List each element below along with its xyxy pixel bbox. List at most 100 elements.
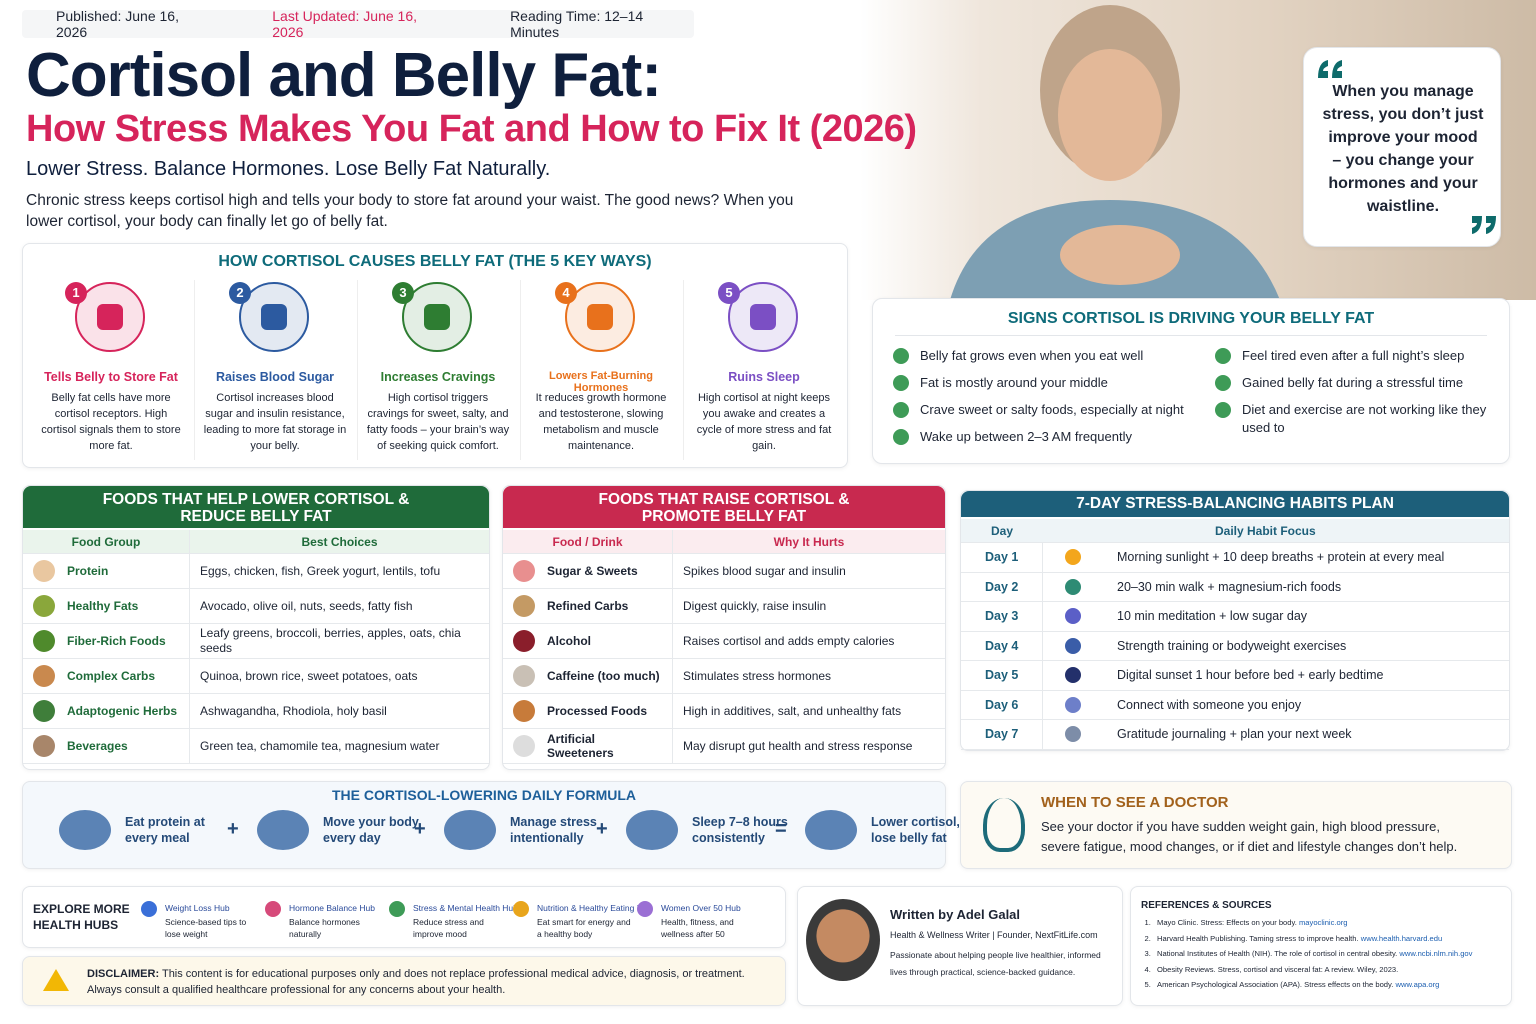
hub-link[interactable]: Weight Loss Hub Science-based tips to los…: [141, 901, 263, 943]
cell-value: Day 4: [985, 638, 1019, 653]
hub-link[interactable]: Stress & Mental Health Hub Reduce stress …: [389, 901, 518, 943]
hub-link[interactable]: Nutrition & Healthy Eating Hub Eat smart …: [513, 901, 652, 943]
cell-name: Processed Foods: [503, 694, 673, 729]
reference-text: Harvard Health Publishing. Taming stress…: [1157, 933, 1359, 943]
cell-text: Leafy greens, broccoli, berries, apples,…: [190, 624, 489, 659]
cell-text: High in additives, salt, and unhealthy f…: [673, 694, 945, 729]
reference-text: National Institutes of Health (NIH). The…: [1157, 949, 1398, 958]
cell-text: May disrupt gut health and stress respon…: [673, 729, 945, 764]
check-icon: [893, 348, 909, 364]
hub-name: Women Over 50 Hub: [661, 903, 741, 913]
signs-panel: SIGNS CORTISOL IS DRIVING YOUR BELLY FAT…: [872, 298, 1510, 464]
formula-panel: THE CORTISOL-LOWERING DAILY FORMULA Eat p…: [22, 781, 960, 869]
row-icon: [513, 735, 535, 757]
hubs-panel: EXPLORE MORE HEALTH HUBS Weight Loss Hub S…: [22, 886, 786, 948]
formula-icon: [444, 810, 496, 850]
cell-text: Green tea, chamomile tea, magnesium wate…: [190, 729, 489, 764]
table-title: 7-DAY STRESS-BALANCING HABITS PLAN: [961, 491, 1509, 517]
signs-list: Belly fat grows even when you eat well Fa…: [893, 343, 1493, 451]
way-number: 4: [555, 282, 577, 304]
meta-item: Published: June 16, 2026: [56, 8, 179, 40]
check-icon: [893, 402, 909, 418]
cell-text: Spikes blood sugar and insulin: [673, 554, 945, 589]
disclaimer-panel: DISCLAIMER: This content is for educatio…: [22, 956, 786, 1006]
way-title: Lowers Fat-Burning Hormones: [549, 370, 653, 394]
habit-cell: Morning sunlight + 10 deep breaths + pro…: [1043, 543, 1509, 573]
sign-item: Feel tired even after a full night’s sle…: [1215, 343, 1493, 370]
way-icon-core: [424, 304, 450, 330]
cell-text: Stimulates stress hormones: [673, 659, 945, 694]
reference-url[interactable]: mayoclinic.org: [1298, 918, 1348, 927]
cell-value: Spikes blood sugar and insulin: [683, 563, 846, 578]
habit-icon: [1065, 667, 1081, 684]
row-icon: [33, 735, 55, 757]
reference-url[interactable]: www.apa.org: [1395, 980, 1440, 989]
reference-url[interactable]: www.ncbi.nlm.nih.gov: [1399, 949, 1473, 958]
cell-value: Fiber-Rich Foods: [67, 634, 166, 648]
meta-item: Last Updated: June 16, 2026: [272, 8, 418, 40]
meta-bar: Published: June 16, 2026 Last Updated: Ju…: [22, 8, 694, 40]
row-icon: [33, 630, 55, 652]
cell-value: Stimulates stress hormones: [683, 668, 832, 683]
check-icon: [893, 429, 909, 445]
cell-text: Quinoa, brown rice, sweet potatoes, oats: [190, 659, 489, 694]
day-cell: Day 5: [961, 661, 1043, 691]
cell-name: Refined Carbs: [503, 589, 673, 624]
reference-url[interactable]: www.health.harvard.edu: [1360, 933, 1443, 943]
day-cell: Day 2: [961, 572, 1043, 602]
way-icon-core: [261, 304, 287, 330]
sign-text: Belly fat grows even when you eat well: [920, 348, 1144, 363]
way-text: High cortisol triggers cravings for swee…: [366, 392, 510, 452]
cell-text: Digest quickly, raise insulin: [673, 589, 945, 624]
cell-text: Raises cortisol and adds empty calories: [673, 624, 945, 659]
cell-value: May disrupt gut health and stress respon…: [683, 738, 913, 753]
hub-icon: [513, 901, 529, 917]
formula-operator: =: [775, 818, 787, 840]
hub-text: Balance hormones naturally: [289, 917, 360, 939]
check-icon: [1215, 375, 1231, 391]
section-title: THE CORTISOL-LOWERING DAILY FORMULA: [331, 787, 637, 803]
author-photo: [806, 899, 880, 981]
row-icon: [513, 595, 535, 617]
way-icon-core: [750, 304, 776, 330]
cell-value: Beverages: [67, 739, 128, 753]
way-item: 1 Tells Belly to Store Fat Belly fat cells…: [31, 280, 191, 460]
cell-name: Beverages: [23, 729, 190, 764]
cell-name: Healthy Fats: [23, 589, 190, 624]
cell-value: Day 2: [985, 579, 1019, 594]
reference-text: Obesity Reviews. Stress, cortisol and vi…: [1157, 964, 1399, 974]
cell-name: Fiber-Rich Foods: [23, 624, 190, 659]
plan-panel: 7-DAY STRESS-BALANCING HABITS PLAN Day Dai…: [960, 490, 1510, 751]
sign-text: Gained belly fat during a stressful time: [1242, 375, 1464, 390]
row-icon: [33, 560, 55, 582]
cell-value: Processed Foods: [547, 704, 648, 718]
hub-link[interactable]: Women Over 50 Hub Health, fitness, and we…: [637, 901, 759, 943]
column-header: Food Group: [23, 530, 190, 554]
cell-value: Alcohol: [547, 634, 591, 648]
way-title: Ruins Sleep: [728, 370, 800, 384]
hub-link[interactable]: Hormone Balance Hub Balance hormones natu…: [265, 901, 387, 943]
reference-item: Mayo Clinic. Stress: Effects on your bod…: [1153, 915, 1505, 931]
check-icon: [1215, 348, 1231, 364]
cell-value: Green tea, chamomile tea, magnesium wate…: [200, 738, 440, 753]
way-text: High cortisol at night keeps you awake a…: [696, 392, 832, 452]
formula-icon: [805, 810, 857, 850]
cell-value: Day 6: [985, 697, 1019, 712]
doctor-panel: WHEN TO SEE A DOCTOR See your doctor if y…: [960, 781, 1512, 869]
row-icon: [513, 630, 535, 652]
row-icon: [33, 665, 55, 687]
hub-text: Health, fitness, and wellness after 50: [661, 917, 734, 939]
cell-value: Connect with someone you enjoy: [1117, 697, 1302, 712]
habit-icon: [1065, 637, 1081, 654]
column-header: Best Choices: [190, 530, 489, 554]
warning-icon: [43, 969, 69, 991]
sign-text: Wake up between 2–3 AM frequently: [920, 429, 1132, 444]
tagline: Lower Stress. Balance Hormones. Lose Bel…: [26, 158, 551, 180]
habit-icon: [1065, 608, 1081, 625]
habit-icon: [1065, 726, 1081, 743]
cell-value: Protein: [67, 564, 109, 578]
row-icon: [33, 700, 55, 722]
habit-cell: Digital sunset 1 hour before bed + early…: [1043, 661, 1509, 691]
sign-item: Belly fat grows even when you eat well: [893, 343, 1215, 370]
